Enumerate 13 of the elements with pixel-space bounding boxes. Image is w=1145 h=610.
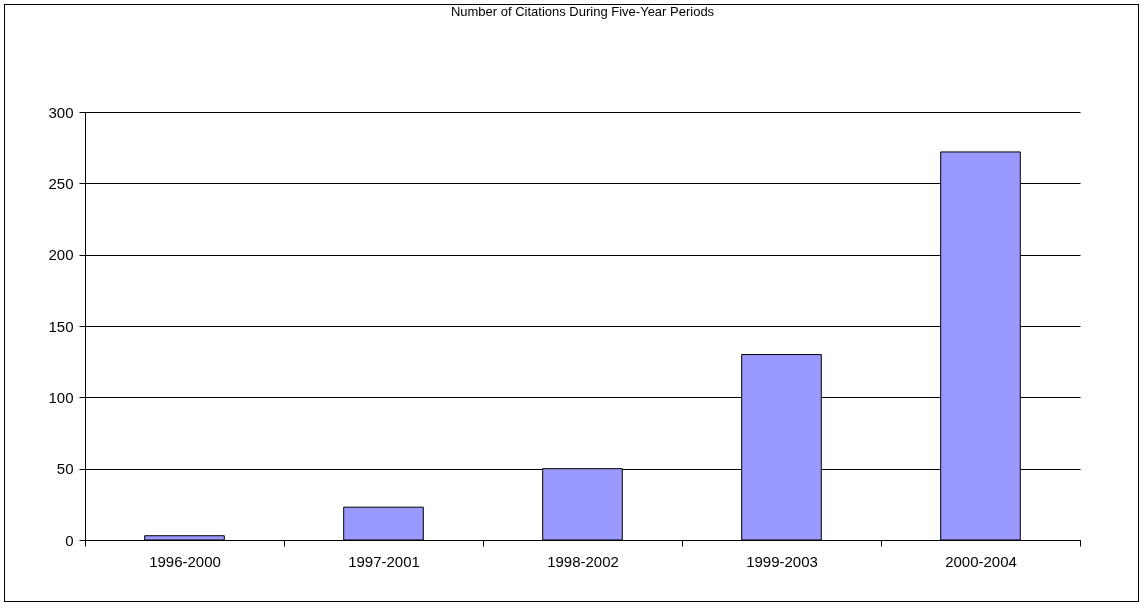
- y-tick-label: 0: [65, 531, 74, 549]
- y-tick-label: 300: [48, 103, 74, 121]
- y-tick-label: 150: [48, 317, 74, 335]
- y-tick-label: 200: [48, 246, 74, 264]
- x-tick-label: 1999-2003: [746, 552, 818, 570]
- y-tick-label: 250: [48, 174, 74, 192]
- y-tick-label: 50: [56, 460, 74, 478]
- y-tick-label: 100: [48, 388, 74, 406]
- x-tick-label: 1998-2002: [547, 552, 619, 570]
- x-tick-label: 1996-2000: [149, 552, 221, 570]
- x-tick-label: 1997-2001: [348, 552, 420, 570]
- chart-title: Number of Citations During Five-Year Periods: [450, 4, 715, 19]
- x-tick-label: 2000-2004: [945, 552, 1017, 570]
